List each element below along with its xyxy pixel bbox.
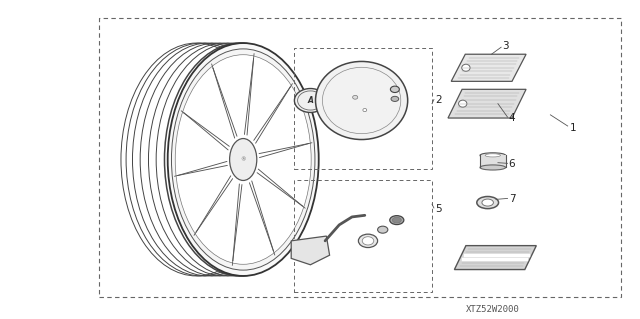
Ellipse shape — [230, 138, 257, 181]
Ellipse shape — [168, 43, 319, 276]
Ellipse shape — [294, 88, 326, 113]
Ellipse shape — [353, 95, 358, 99]
Text: 2: 2 — [435, 95, 442, 106]
Polygon shape — [454, 246, 536, 270]
Text: 3: 3 — [502, 41, 509, 51]
Ellipse shape — [391, 96, 399, 101]
Ellipse shape — [358, 234, 378, 248]
Text: 7: 7 — [509, 194, 515, 204]
Ellipse shape — [477, 197, 499, 209]
Text: 1: 1 — [570, 122, 576, 133]
Ellipse shape — [390, 86, 399, 93]
Text: 6: 6 — [509, 159, 515, 169]
Ellipse shape — [482, 199, 493, 206]
Ellipse shape — [480, 165, 506, 170]
Bar — [99, 18, 621, 297]
Ellipse shape — [316, 62, 408, 139]
Polygon shape — [448, 89, 526, 118]
Ellipse shape — [485, 154, 500, 157]
Ellipse shape — [461, 64, 470, 71]
Bar — [480, 155, 506, 167]
Ellipse shape — [175, 55, 311, 264]
Text: A: A — [307, 96, 314, 105]
Ellipse shape — [363, 108, 367, 112]
Ellipse shape — [392, 217, 401, 223]
Ellipse shape — [362, 237, 374, 245]
Text: XTZ52W2000: XTZ52W2000 — [466, 305, 520, 314]
Text: 5: 5 — [435, 204, 442, 214]
Text: ®: ® — [241, 157, 246, 162]
Ellipse shape — [378, 226, 388, 233]
Bar — [294, 48, 432, 169]
Ellipse shape — [480, 153, 506, 158]
Polygon shape — [451, 54, 526, 81]
Ellipse shape — [458, 100, 467, 107]
Bar — [294, 180, 432, 292]
Polygon shape — [291, 236, 330, 265]
Ellipse shape — [172, 49, 315, 270]
Ellipse shape — [390, 216, 404, 225]
Text: 4: 4 — [509, 113, 515, 123]
